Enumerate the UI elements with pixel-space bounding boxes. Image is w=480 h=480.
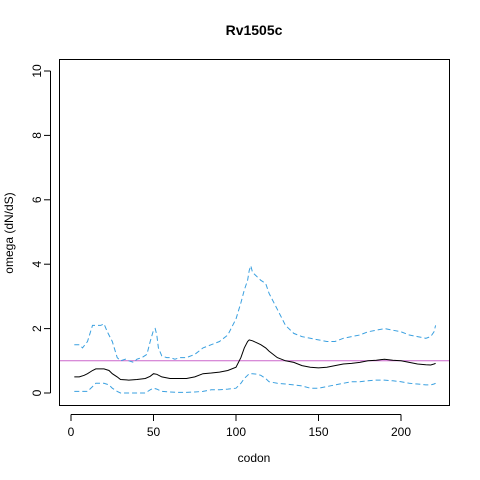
y-tick-label: 6 — [30, 196, 44, 203]
x-tick-label: 50 — [147, 425, 161, 439]
y-tick-label: 0 — [30, 389, 44, 396]
series-layer — [74, 264, 437, 394]
y-axis-label: omega (dN/dS) — [2, 192, 16, 273]
x-axis-label: codon — [238, 451, 271, 465]
x-tick-label: 200 — [391, 425, 411, 439]
x-tick-label: 150 — [308, 425, 328, 439]
upper-series-line — [74, 264, 437, 363]
y-tick-label: 10 — [30, 64, 44, 78]
x-tick-label: 100 — [226, 425, 246, 439]
y-tick-label: 4 — [30, 261, 44, 268]
estimate-series-line — [74, 339, 436, 381]
y-tick-label: 8 — [30, 132, 44, 139]
y-tick-label: 2 — [30, 325, 44, 332]
chart-title: Rv1505c — [226, 22, 283, 38]
y-axis: 0 2 4 6 8 10 — [30, 64, 51, 396]
x-axis: 0 50 100 150 200 — [68, 414, 411, 439]
plot-frame — [59, 59, 450, 406]
lower-series-line — [74, 373, 436, 394]
x-tick-label: 0 — [68, 425, 75, 439]
